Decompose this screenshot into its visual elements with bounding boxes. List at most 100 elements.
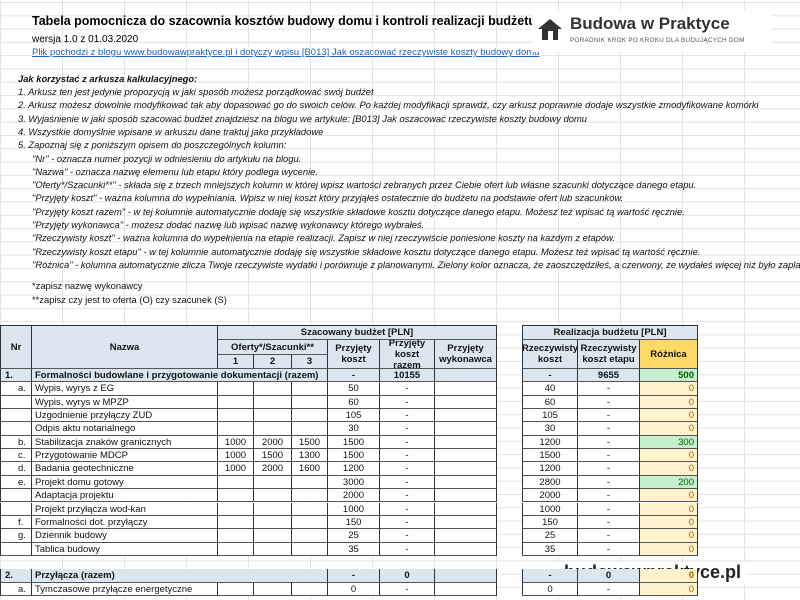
name-cell: Dziennik budowy <box>32 529 218 543</box>
column-description: "Nr" - oznacza numer pozycji w odniesien… <box>32 152 302 164</box>
value-cell: - <box>380 529 435 543</box>
header-cell: Różnica <box>640 340 698 369</box>
value-cell <box>435 542 497 556</box>
nr-cell: d. <box>0 462 32 476</box>
value-cell: - <box>578 529 640 543</box>
offer-cell <box>254 422 292 436</box>
name-cell: Formalności budowlane i przygotowanie do… <box>32 369 328 383</box>
nr-cell: 1. <box>0 369 32 383</box>
offer-cell <box>254 489 292 503</box>
value-cell: - <box>578 462 640 476</box>
offer-cell: 2000 <box>254 435 292 450</box>
value-cell: 0 <box>328 582 380 596</box>
difference-cell: 0 <box>640 569 698 583</box>
value-cell <box>435 475 497 490</box>
offer-cell <box>292 515 328 530</box>
nr-cell <box>0 409 32 423</box>
column-description: "Przyjęty koszt" - ważna kolumna do wype… <box>32 192 624 204</box>
value-cell: 1500 <box>328 449 380 463</box>
offer-cell <box>254 382 292 396</box>
offer-cell <box>292 382 328 396</box>
name-cell: Przygotowanie MDCP <box>32 449 218 463</box>
logo-icon <box>538 19 562 40</box>
value-cell: - <box>578 382 640 396</box>
value-cell: 0 <box>578 569 640 583</box>
offer-cell <box>218 475 254 490</box>
name-cell: Badania geotechniczne <box>32 462 218 476</box>
value-cell: - <box>380 515 435 530</box>
value-cell: - <box>578 489 640 503</box>
header-cell: Rzeczywisty koszt <box>522 340 578 369</box>
value-cell: - <box>380 582 435 596</box>
offer-cell <box>254 475 292 490</box>
offer-cell <box>292 395 328 410</box>
value-cell: - <box>578 582 640 596</box>
value-cell <box>435 462 497 476</box>
value-cell: - <box>380 475 435 490</box>
name-cell: Projekt domu gotowy <box>32 475 218 490</box>
offer-cell <box>292 502 328 516</box>
offer-cell <box>218 542 254 556</box>
value-cell: 35 <box>522 542 578 556</box>
value-cell: - <box>578 449 640 463</box>
offer-cell <box>254 395 292 410</box>
offer-cell <box>218 582 254 596</box>
value-cell: - <box>578 409 640 423</box>
value-cell: 60 <box>522 395 578 410</box>
value-cell: 1200 <box>328 462 380 476</box>
offer-cell <box>218 515 254 530</box>
nr-cell: a. <box>0 582 32 596</box>
offer-cell <box>254 515 292 530</box>
value-cell: 1200 <box>522 462 578 476</box>
header-cell: 3 <box>292 355 328 369</box>
value-cell: - <box>380 422 435 436</box>
value-cell: - <box>380 502 435 516</box>
offer-cell <box>218 382 254 396</box>
value-cell: 1500 <box>328 435 380 450</box>
version: wersja 1.0 z 01.03.2020 <box>32 34 139 45</box>
value-cell: 1000 <box>328 502 380 516</box>
value-cell: 35 <box>328 542 380 556</box>
value-cell <box>435 382 497 396</box>
note: *zapisz nazwę wykonawcy <box>32 280 143 292</box>
name-cell: Stabilizacja znaków granicznych <box>32 435 218 450</box>
value-cell: - <box>578 422 640 436</box>
value-cell: - <box>380 462 435 476</box>
difference-cell: 0 <box>640 409 698 423</box>
offer-cell: 1000 <box>218 462 254 476</box>
nr-cell: e. <box>0 475 32 490</box>
column-description: "Różnica" - kolumna automatycznie zlicza… <box>32 258 800 270</box>
value-cell: - <box>578 475 640 490</box>
value-cell: - <box>380 542 435 556</box>
value-cell: - <box>380 449 435 463</box>
offer-cell: 1000 <box>218 449 254 463</box>
column-description: "Rzeczywisty koszt etapu" - w tej kolumn… <box>32 245 701 257</box>
value-cell <box>435 569 497 583</box>
value-cell: - <box>522 369 578 383</box>
value-cell <box>435 502 497 516</box>
value-cell: 150 <box>522 515 578 530</box>
value-cell: - <box>328 369 380 383</box>
value-cell <box>435 409 497 423</box>
value-cell: 105 <box>522 409 578 423</box>
value-cell: 0 <box>522 582 578 596</box>
column-description: "Rzeczywisty koszt" - ważna kolumna do w… <box>32 232 615 244</box>
offer-cell <box>254 582 292 596</box>
offer-cell: 1300 <box>292 449 328 463</box>
value-cell <box>435 515 497 530</box>
source-link[interactable]: Plik pochodzi z blogu www.budowawpraktyc… <box>32 47 540 58</box>
name-cell: Adaptacja projektu <box>32 489 218 503</box>
difference-cell: 0 <box>640 395 698 410</box>
difference-cell: 0 <box>640 489 698 503</box>
offer-cell <box>292 422 328 436</box>
value-cell: - <box>380 409 435 423</box>
instruction-line: 4. Wszystkie domyślnie wpisane w arkuszu… <box>18 125 324 137</box>
nr-cell: a. <box>0 382 32 396</box>
offer-cell <box>292 542 328 556</box>
header-cell: 2 <box>254 355 292 369</box>
difference-cell: 0 <box>640 582 698 596</box>
value-cell: 2000 <box>522 489 578 503</box>
logo: Budowa w Praktyce PORADNIK KROK PO KROKU… <box>532 10 772 52</box>
value-cell: - <box>522 569 578 583</box>
